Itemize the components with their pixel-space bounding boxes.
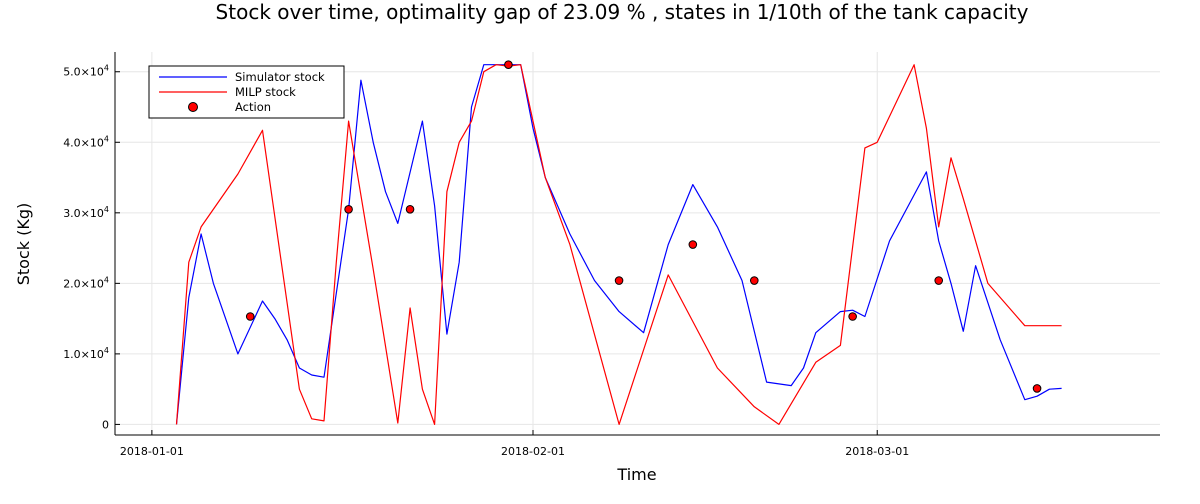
y-tick-label: 1.0×104 (63, 346, 109, 361)
y-tick-label: 0 (102, 418, 109, 431)
x-tick-label: 2018-02-01 (501, 445, 565, 458)
action-marker (614, 276, 624, 285)
action-marker (344, 204, 353, 214)
x-tick-label: 2018-03-01 (845, 445, 909, 458)
legend-label-action: Action (235, 100, 271, 114)
y-tick-label: 2.0×104 (63, 275, 109, 290)
y-tick-label: 5.0×104 (63, 64, 109, 79)
y-tick-label: 3.0×104 (63, 205, 109, 220)
action-marker (245, 312, 255, 321)
action-marker (934, 276, 944, 285)
y-tick-label: 4.0×104 (63, 134, 109, 149)
y-axis-title: Stock (Kg) (14, 203, 33, 286)
legend-label-milp-stock: MILP stock (235, 85, 296, 99)
legend-swatch-action (188, 102, 198, 112)
simulator-stock-line (175, 64, 1062, 425)
x-axis-title: Time (616, 465, 656, 484)
legend-label-simulator-stock: Simulator stock (235, 70, 325, 84)
action-marker (405, 204, 415, 214)
action-marker (688, 240, 698, 249)
action-marker (848, 312, 857, 321)
chart-title: Stock over time, optimality gap of 23.09… (216, 0, 1029, 24)
x-tick-label: 2018-01-01 (120, 445, 184, 458)
action-marker (749, 276, 759, 285)
action-marker (1032, 384, 1042, 393)
action-marker (504, 60, 513, 69)
milp-stock-line (175, 64, 1062, 425)
